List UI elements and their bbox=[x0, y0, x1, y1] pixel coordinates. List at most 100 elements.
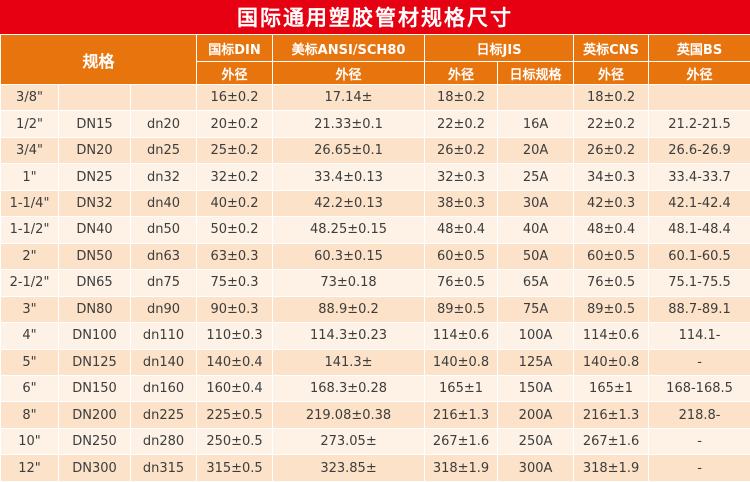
cell: DN32 bbox=[58, 189, 131, 218]
spec-table: 规格 国标DIN 美标ANSI/SCH80 日标JIS 英标CNS 英国BS 外… bbox=[0, 34, 750, 482]
cell: 75±0.3 bbox=[196, 269, 274, 297]
header-sub-row: 外径 外径 外径 日标规格 外径 外径 bbox=[1, 61, 750, 85]
cell: 26±0.2 bbox=[424, 136, 499, 165]
table-row: 1-1/2" DN40 dn50 50±0.2 48.25±0.15 48±0.4 40A 4… bbox=[0, 216, 750, 244]
cell: 42.2±0.13 bbox=[272, 189, 426, 218]
cell: 125A bbox=[497, 348, 575, 376]
cell: 140±0.8 bbox=[424, 348, 499, 376]
header-group-ansi: 美标ANSI/SCH80 bbox=[272, 34, 426, 62]
cell: 1-1/4" bbox=[0, 189, 59, 218]
cell: DN200 bbox=[58, 401, 131, 429]
cell: 100A bbox=[497, 322, 575, 350]
table-header: 规格 国标DIN 美标ANSI/SCH80 日标JIS 英标CNS 英国BS 外… bbox=[0, 34, 750, 85]
cell: 5" bbox=[0, 348, 59, 376]
cell: dn20 bbox=[129, 110, 198, 138]
table-row: 8" DN200 dn225 225±0.5 219.08±0.38 216±1.3 200… bbox=[0, 401, 750, 429]
table-row: 1-1/4" DN32 dn40 40±0.2 42.2±0.13 38±0.3 30A 42… bbox=[0, 189, 750, 218]
cell: 60.3±0.15 bbox=[272, 242, 426, 271]
cell: 26±0.2 bbox=[573, 136, 650, 165]
cell: 16A bbox=[497, 110, 575, 138]
cell: 3/4" bbox=[0, 136, 59, 165]
cell: DN80 bbox=[58, 295, 131, 324]
cell: 323.85± bbox=[272, 454, 426, 482]
cell: 20±0.2 bbox=[196, 110, 274, 138]
cell: 63±0.3 bbox=[196, 242, 274, 271]
cell: 267±1.6 bbox=[424, 427, 499, 456]
cell: 25±0.2 bbox=[196, 136, 274, 165]
cell: 26.65±0.1 bbox=[272, 136, 426, 165]
cell: 114±0.6 bbox=[424, 322, 499, 350]
header-sub-bs-od: 外径 bbox=[648, 61, 750, 85]
table-row: 1/2" DN15 dn20 20±0.2 21.33±0.1 22±0.2 16A 22±0… bbox=[0, 110, 750, 138]
cell: dn32 bbox=[129, 163, 198, 191]
cell: 2" bbox=[0, 242, 59, 271]
cell: 10" bbox=[0, 427, 59, 456]
cell: 89±0.5 bbox=[424, 295, 499, 324]
cell: 3" bbox=[0, 295, 59, 324]
cell bbox=[58, 83, 131, 112]
header-sub-jis-spec: 日标规格 bbox=[497, 61, 575, 85]
cell: DN40 bbox=[58, 216, 131, 244]
cell: 26.6-26.9 bbox=[648, 136, 750, 165]
cell: dn315 bbox=[129, 454, 198, 482]
cell: 25A bbox=[497, 163, 575, 191]
cell: 60±0.5 bbox=[573, 242, 650, 271]
cell: DN125 bbox=[58, 348, 131, 376]
table-row: 3" DN80 dn90 90±0.3 88.9±0.2 89±0.5 75A 89±0.5 8… bbox=[0, 295, 750, 324]
cell: 200A bbox=[497, 401, 575, 429]
cell: 21.2-21.5 bbox=[648, 110, 750, 138]
header-sub-cns-od: 外径 bbox=[573, 61, 650, 85]
table-row: 10" DN250 dn280 250±0.5 273.05± 267±1.6 250A 26… bbox=[0, 427, 750, 456]
cell: 20A bbox=[497, 136, 575, 165]
cell: 114.1- bbox=[648, 322, 750, 350]
cell: 76±0.5 bbox=[424, 269, 499, 297]
cell: dn25 bbox=[129, 136, 198, 165]
cell: dn160 bbox=[129, 374, 198, 403]
cell: 141.3± bbox=[272, 348, 426, 376]
cell: 1-1/2" bbox=[0, 216, 59, 244]
cell: DN100 bbox=[58, 322, 131, 350]
header-sub-din-od: 外径 bbox=[196, 61, 274, 85]
cell: 17.14± bbox=[272, 83, 426, 112]
table-row: 3/4" DN20 dn25 25±0.2 26.65±0.1 26±0.2 20A 26±0… bbox=[0, 136, 750, 165]
table-row: 2" DN50 dn63 63±0.3 60.3±0.15 60±0.5 50A 60±0.5… bbox=[0, 242, 750, 271]
cell: 90±0.3 bbox=[196, 295, 274, 324]
cell: 114.3±0.23 bbox=[272, 322, 426, 350]
cell: 1/2" bbox=[0, 110, 59, 138]
cell: 21.33±0.1 bbox=[272, 110, 426, 138]
cell: dn225 bbox=[129, 401, 198, 429]
title-bar: 国际通用塑胶管材规格尺寸 bbox=[0, 0, 750, 34]
cell: 16±0.2 bbox=[196, 83, 274, 112]
header-group-din: 国标DIN bbox=[196, 34, 274, 62]
cell: 38±0.3 bbox=[424, 189, 499, 218]
cell: 34±0.3 bbox=[573, 163, 650, 191]
cell: 6" bbox=[0, 374, 59, 403]
cell: dn40 bbox=[129, 189, 198, 218]
cell bbox=[497, 83, 575, 112]
cell: 165±1 bbox=[424, 374, 499, 403]
cell: dn140 bbox=[129, 348, 198, 376]
cell: 218.8- bbox=[648, 401, 750, 429]
cell: - bbox=[648, 454, 750, 482]
cell: DN150 bbox=[58, 374, 131, 403]
table-row: 5" DN125 dn140 140±0.4 141.3± 140±0.8 125A 140±… bbox=[0, 348, 750, 376]
cell: 42.1-42.4 bbox=[648, 189, 750, 218]
cell: 18±0.2 bbox=[424, 83, 499, 112]
cell: 219.08±0.38 bbox=[272, 401, 426, 429]
cell: 40±0.2 bbox=[196, 189, 274, 218]
cell: 48.25±0.15 bbox=[272, 216, 426, 244]
cell: dn63 bbox=[129, 242, 198, 271]
cell: 89±0.5 bbox=[573, 295, 650, 324]
cell bbox=[648, 83, 750, 112]
cell: 160±0.4 bbox=[196, 374, 274, 403]
cell: - bbox=[648, 427, 750, 456]
cell: DN300 bbox=[58, 454, 131, 482]
cell: 318±1.9 bbox=[424, 454, 499, 482]
cell: 88.7-89.1 bbox=[648, 295, 750, 324]
table-row: 4" DN100 dn110 110±0.3 114.3±0.23 114±0.6 100A… bbox=[0, 322, 750, 350]
header-group-row: 规格 国标DIN 美标ANSI/SCH80 日标JIS 英标CNS 英国BS bbox=[0, 34, 750, 85]
cell: 33.4±0.13 bbox=[272, 163, 426, 191]
cell: 3/8" bbox=[0, 83, 59, 112]
cell: dn50 bbox=[129, 216, 198, 244]
